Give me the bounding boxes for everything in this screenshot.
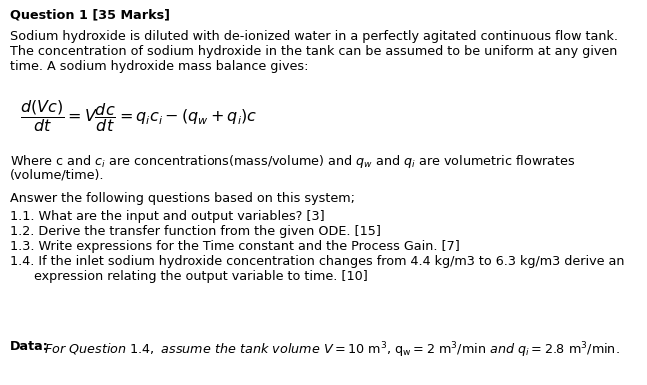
Text: 1.2. Derive the transfer function from the given ODE. [15]: 1.2. Derive the transfer function from t… (10, 225, 381, 238)
Text: expression relating the output variable to time. [10]: expression relating the output variable … (10, 270, 367, 283)
Text: (volume/time).: (volume/time). (10, 168, 105, 181)
Text: 1.4. If the inlet sodium hydroxide concentration changes from 4.4 kg/m3 to 6.3 k: 1.4. If the inlet sodium hydroxide conce… (10, 255, 624, 268)
Text: Data:: Data: (10, 340, 49, 353)
Text: Sodium hydroxide is diluted with de-ionized water in a perfectly agitated contin: Sodium hydroxide is diluted with de-ioni… (10, 30, 618, 43)
Text: Where c and $c_i$ are concentrations(mass/volume) and $q_w$ and $q_i$ are volume: Where c and $c_i$ are concentrations(mas… (10, 153, 576, 170)
Text: 1.1. What are the input and output variables? [3]: 1.1. What are the input and output varia… (10, 210, 325, 223)
Text: time. A sodium hydroxide mass balance gives:: time. A sodium hydroxide mass balance gi… (10, 60, 309, 73)
Text: Question 1 [35 Marks]: Question 1 [35 Marks] (10, 8, 170, 21)
Text: $\dfrac{d(Vc)}{dt} = V\dfrac{dc}{dt} = q_i c_i - (q_w + q_i)c$: $\dfrac{d(Vc)}{dt} = V\dfrac{dc}{dt} = q… (20, 98, 258, 134)
Text: $\it{For\ Question\ 1.4,\ assume\ the\ tank\ volume\ }$$V = 10\ \rm{m}^3\rm{,}\ : $\it{For\ Question\ 1.4,\ assume\ the\ t… (44, 340, 620, 360)
Text: The concentration of sodium hydroxide in the tank can be assumed to be uniform a: The concentration of sodium hydroxide in… (10, 45, 617, 58)
Text: 1.3. Write expressions for the Time constant and the Process Gain. [7]: 1.3. Write expressions for the Time cons… (10, 240, 460, 253)
Text: Answer the following questions based on this system;: Answer the following questions based on … (10, 192, 355, 205)
